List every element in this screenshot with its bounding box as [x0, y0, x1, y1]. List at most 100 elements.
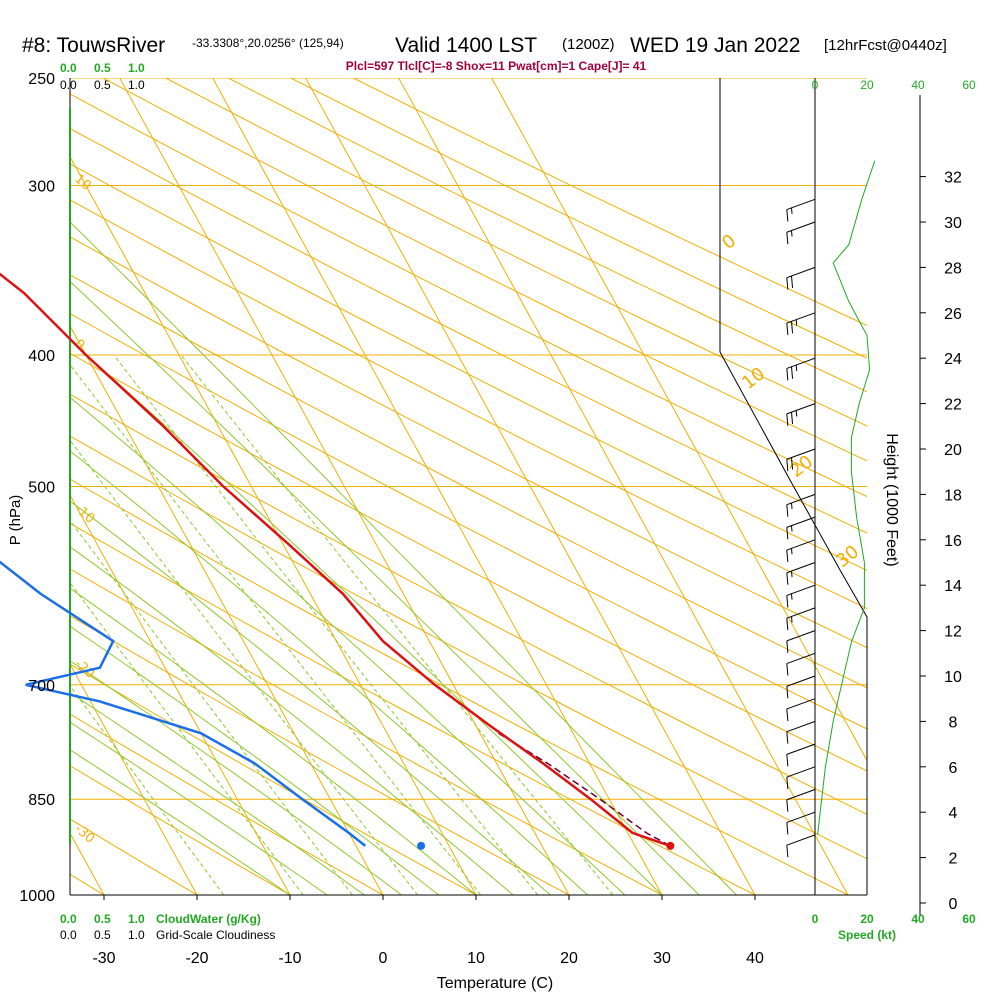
wind-barb-shaft — [786, 675, 816, 687]
cloud-bottom-green-0: 0.0 — [60, 912, 77, 926]
isotherm-label: 20 — [786, 451, 817, 482]
dry-adiabat-line — [227, 78, 867, 393]
wind-barb-flag — [786, 277, 789, 290]
wind-barb-flag — [791, 571, 793, 578]
isotherm-line — [212, 78, 663, 895]
pressure-tick-label: 400 — [28, 348, 55, 365]
wind-barb — [786, 266, 816, 290]
wind-barb-flag — [791, 321, 794, 334]
mixing-ratio-label: 8 — [477, 901, 493, 915]
moist-adiabat-line — [70, 692, 365, 895]
sounding-data — [0, 272, 675, 850]
height-tick-label: 8 — [949, 714, 958, 731]
wind-barb-flag — [786, 777, 789, 790]
dry-adiabat-line — [0, 78, 11, 895]
height-tick-label: 28 — [944, 260, 962, 277]
wind-barb — [786, 584, 816, 608]
wind-barb-shaft — [786, 766, 816, 778]
dry-adiabat-label: 0 — [71, 337, 87, 354]
wind-barb-flag — [786, 731, 789, 744]
mixing-ratio-label: 12 — [534, 895, 554, 916]
height-tick-label: 0 — [949, 896, 958, 913]
speed-scale-bottom: 0 20 40 60 Speed (kt) — [812, 912, 976, 942]
dry-adiabat-line — [70, 127, 867, 534]
dry-adiabat-line — [70, 313, 867, 730]
stability-indices: Plcl=597 Tlcl[C]=-8 Shox=11 Pwat[cm]=1 C… — [346, 59, 647, 73]
speed-tick-bottom-3: 60 — [962, 912, 976, 926]
wind-barb — [786, 357, 816, 381]
height-tick-label: 14 — [944, 578, 962, 595]
temperature-axis-title: Temperature (C) — [437, 975, 553, 992]
isotherm-label: 30 — [832, 541, 863, 572]
wind-barb — [786, 516, 816, 540]
wind-barb-shaft — [786, 811, 816, 823]
boundary-line — [719, 351, 868, 895]
wind-barb-shaft — [786, 630, 816, 642]
speed-tick-bottom-0: 0 — [812, 912, 819, 926]
wind-barb-flag — [791, 616, 793, 623]
wind-barb-flag — [786, 799, 789, 812]
wind-barbs — [786, 198, 816, 858]
height-tick-label: 30 — [944, 215, 962, 232]
wind-barb — [786, 539, 816, 563]
pressure-axis: 250 300 400 500 700 850 1000 — [19, 71, 55, 905]
pressure-axis-title: P (hPa) — [7, 495, 24, 546]
wind-barb-flag — [791, 230, 793, 237]
speed-tick-top-2: 40 — [911, 78, 925, 92]
wind-barb-flag — [786, 504, 789, 517]
temperature-tick-label: 20 — [560, 950, 578, 967]
wind-barb-flag — [786, 550, 789, 563]
mixing-ratio-label: 20 — [610, 895, 630, 916]
wind-barb — [786, 698, 816, 721]
pressure-tick-label: 1000 — [19, 888, 55, 905]
cloud-tick-green-1: 0.5 — [94, 61, 111, 75]
utc-time: (1200Z) — [562, 36, 615, 53]
height-tick-label: 10 — [944, 669, 962, 686]
wind-barb — [786, 607, 816, 631]
cloud-bottom-black-2: 1.0 — [128, 928, 145, 942]
temperature-axis: -30 -20 -10 0 10 20 30 40 — [92, 895, 764, 967]
mixing-ratio-label: 2 — [300, 901, 316, 915]
wind-barb-flag — [791, 593, 793, 600]
wind-barb-flag — [786, 368, 789, 381]
wind-barb-flag — [791, 366, 794, 379]
wind-barb-flag — [795, 364, 798, 372]
wind-barb — [786, 743, 816, 767]
isotherm-label: 10 — [738, 363, 769, 394]
temperature-profile — [0, 272, 671, 848]
dry-adiabat-line — [70, 393, 867, 815]
height-tick-label: 4 — [949, 805, 958, 822]
wind-barb — [786, 766, 816, 790]
speed-scale-label: Speed (kt) — [838, 928, 896, 942]
wind-barb — [786, 448, 816, 472]
height-axis-title: Height (1000 Feet) — [883, 433, 900, 566]
dewpoint-profile — [0, 560, 367, 847]
cloud-scale-bottom: 0.0 0.5 1.0 CloudWater (g/Kg) 0.0 0.5 1.… — [60, 912, 275, 942]
wind-barb-shaft — [786, 743, 816, 755]
isotherm-line — [70, 493, 291, 895]
wind-barb-flag — [791, 457, 794, 470]
wind-barb — [786, 403, 816, 426]
moist-adiabat-line — [70, 339, 663, 895]
dry-adiabat-line — [70, 274, 867, 689]
dry-adiabat-line — [70, 478, 849, 895]
wind-barb-flag — [786, 459, 789, 472]
wind-barb — [786, 493, 816, 517]
pressure-tick-label: 250 — [28, 71, 55, 88]
moist-adiabat-line — [70, 450, 588, 895]
mixing-ratio-line — [70, 519, 353, 895]
isotherm-line — [398, 78, 849, 895]
cloud-tick-black-0: 0.0 — [60, 78, 77, 92]
wind-barb-flag — [795, 410, 798, 417]
wind-barb-flag — [795, 319, 798, 326]
wind-barb-flag — [786, 822, 789, 835]
dry-adiabat-line — [70, 663, 477, 895]
mixing-ratio-line — [70, 439, 418, 895]
wind-barb-flag — [791, 275, 794, 288]
cloud-bottom-green-2: 1.0 — [128, 912, 145, 926]
moist-adiabat-line — [70, 396, 626, 895]
mixing-ratio-line — [113, 354, 539, 895]
wind-barb-flag — [786, 413, 789, 426]
wind-barb-flag — [786, 595, 789, 608]
